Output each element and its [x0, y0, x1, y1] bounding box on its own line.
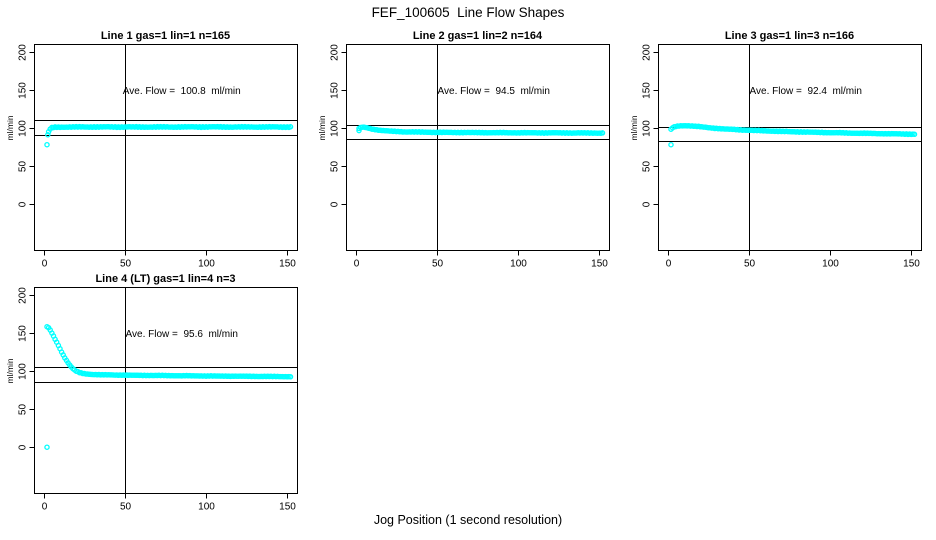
- x-tick-label: 50: [120, 259, 132, 269]
- ave-flow-annotation: Ave. Flow = 95.6 ml/min: [126, 329, 238, 340]
- x-tick-label: 100: [198, 502, 215, 512]
- ave-flow-annotation: Ave. Flow = 92.4 ml/min: [750, 86, 862, 97]
- panel-title: Line 2 gas=1 lin=2 n=164: [413, 30, 543, 42]
- y-tick-label: 100: [18, 120, 29, 137]
- y-tick-label: 150: [642, 82, 653, 99]
- panel-title: Line 3 gas=1 lin=3 n=166: [725, 30, 854, 42]
- y-axis-title: ml/min: [317, 115, 327, 140]
- flow-points-series: [44, 123, 294, 148]
- x-tick-label: 50: [432, 259, 444, 269]
- y-tick-label: 0: [18, 201, 29, 207]
- x-tick-label: 150: [903, 259, 920, 269]
- y-tick-label: 50: [18, 404, 29, 416]
- y-tick-label: 0: [330, 201, 341, 207]
- y-tick-label: 50: [642, 161, 653, 173]
- y-tick-label: 200: [18, 44, 29, 61]
- y-tick-label: 150: [330, 82, 341, 99]
- plot-box: [346, 44, 610, 251]
- outlier-point: [44, 444, 50, 450]
- plot-box: [658, 44, 922, 251]
- outlier-point: [45, 132, 51, 138]
- outlier-point: [668, 141, 674, 148]
- x-tick-label: 150: [279, 502, 296, 512]
- y-axis-title: ml/min: [5, 358, 15, 383]
- panel-title: Line 4 (LT) gas=1 lin=4 n=3: [95, 273, 235, 285]
- y-tick-label: 0: [642, 201, 653, 207]
- x-tick-label: 50: [120, 502, 132, 512]
- y-tick-label: 100: [330, 120, 341, 137]
- panel-4-plot: Line 4 (LT) gas=1 lin=4 n=3 0 50 100 150 0 50 1…: [5, 273, 298, 512]
- panel-3-plot: Line 3 gas=1 lin=3 n=166 0 50 100 150 0 50 100 1…: [629, 30, 922, 269]
- y-tick-label: 50: [18, 161, 29, 173]
- y-tick-label: 100: [18, 363, 29, 380]
- y-tick-label: 150: [18, 82, 29, 99]
- x-tick-label: 100: [198, 259, 215, 269]
- flow-points-series: [668, 122, 918, 148]
- figure-title: FEF_100605 Line Flow Shapes: [371, 5, 565, 20]
- panel-title: Line 1 gas=1 lin=1 n=165: [101, 30, 230, 42]
- plot-box: [34, 287, 298, 494]
- x-tick-label: 0: [354, 259, 360, 269]
- data-point: [599, 130, 606, 136]
- x-tick-label: 150: [279, 259, 296, 269]
- x-tick-label: 0: [42, 259, 48, 269]
- y-tick-label: 200: [18, 287, 29, 304]
- y-tick-label: 200: [330, 44, 341, 61]
- flow-points-series: [44, 323, 294, 450]
- data-point: [287, 124, 294, 130]
- ave-flow-annotation: Ave. Flow = 94.5 ml/min: [438, 86, 550, 97]
- panel-2-plot: Line 2 gas=1 lin=2 n=164 0 50 100 150 0 50 100 1…: [317, 30, 610, 269]
- y-tick-label: 0: [18, 444, 29, 450]
- x-axis-label: Jog Position (1 second resolution): [373, 513, 563, 527]
- y-axis-title: ml/min: [5, 115, 15, 140]
- panel-1-plot: Line 1 gas=1 lin=1 n=165 0 50 100 150 0 50 100 1…: [5, 30, 298, 269]
- x-tick-label: 100: [510, 259, 527, 269]
- plot-box: [34, 44, 298, 251]
- data-point: [287, 374, 294, 380]
- y-tick-label: 150: [18, 325, 29, 342]
- x-tick-label: 100: [822, 259, 839, 269]
- y-axis-title: ml/min: [629, 115, 639, 140]
- outlier-point: [44, 141, 50, 148]
- ave-flow-annotation: Ave. Flow = 100.8 ml/min: [123, 86, 241, 97]
- x-tick-label: 0: [666, 259, 672, 269]
- y-tick-label: 100: [642, 120, 653, 137]
- y-tick-label: 50: [330, 161, 341, 173]
- flow-points-series: [356, 124, 606, 136]
- x-tick-label: 150: [591, 259, 608, 269]
- y-tick-label: 200: [642, 44, 653, 61]
- x-tick-label: 0: [42, 502, 48, 512]
- data-point: [911, 131, 918, 138]
- x-tick-label: 50: [744, 259, 756, 269]
